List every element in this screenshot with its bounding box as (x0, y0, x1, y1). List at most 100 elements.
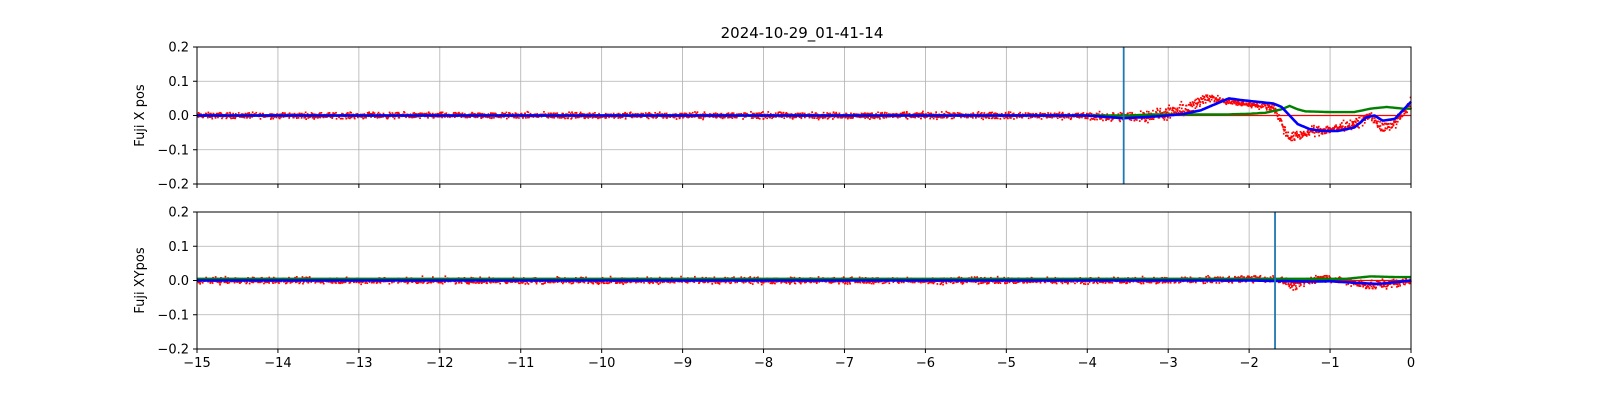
scatter-point (418, 281, 421, 283)
scatter-point (219, 111, 221, 114)
scatter-point (980, 117, 983, 119)
scatter-point (527, 283, 530, 285)
scatter-point (335, 282, 337, 284)
scatter-point (1282, 126, 1284, 128)
scatter-point (1325, 131, 1328, 134)
scatter-point (643, 281, 645, 284)
scatter-point (1380, 128, 1383, 131)
scatter-point (714, 112, 717, 115)
scatter-point (1251, 105, 1253, 108)
scatter-point (718, 281, 720, 283)
scatter-point (751, 112, 754, 115)
scatter-point (1236, 102, 1238, 104)
scatter-point (1361, 124, 1364, 127)
scatter-point (1171, 109, 1173, 112)
scatter-point (257, 281, 259, 284)
scatter-point (591, 281, 593, 284)
scatter-point (342, 281, 345, 284)
scatter-point (513, 116, 515, 119)
scatter-point (420, 281, 422, 284)
scatter-point (803, 112, 806, 115)
scatter-point (869, 112, 872, 115)
scatter-point (1111, 118, 1114, 121)
scatter-point (580, 113, 583, 115)
scatter-point (367, 113, 369, 115)
scatter-point (1096, 113, 1099, 115)
scatter-point (646, 276, 649, 278)
scatter-point (544, 282, 547, 284)
scatter-point (793, 116, 796, 119)
scatter-point (617, 112, 620, 115)
scatter-point (1265, 109, 1268, 111)
scatter-point (1354, 120, 1356, 123)
scatter-point (305, 118, 307, 120)
scatter-point (594, 116, 597, 119)
scatter-point (363, 113, 366, 115)
scatter-point (736, 116, 738, 119)
scatter-point (686, 116, 689, 118)
scatter-point (1235, 103, 1238, 106)
scatter-point (817, 276, 820, 278)
scatter-point (749, 282, 752, 284)
scatter-point (1363, 115, 1366, 118)
scatter-point (1180, 100, 1183, 103)
scatter-point (702, 117, 705, 119)
scatter-point (1231, 103, 1234, 105)
scatter-point (433, 116, 435, 119)
scatter-point (837, 116, 840, 119)
scatter-point (1312, 126, 1315, 129)
scatter-point (1244, 103, 1247, 106)
scatter-point (460, 281, 462, 283)
scatter-point (1175, 111, 1178, 114)
scatter-point (1261, 103, 1263, 106)
scatter-point (1389, 122, 1392, 125)
scatter-point (459, 113, 461, 115)
scatter-point (669, 281, 671, 284)
scatter-point (716, 113, 719, 115)
scatter-point (1131, 112, 1134, 115)
scatter-point (1399, 116, 1402, 118)
scatter-point (488, 276, 491, 279)
scatter-point (775, 281, 778, 283)
scatter-point (331, 117, 334, 119)
scatter-point (1200, 97, 1202, 99)
scatter-point (1210, 96, 1213, 98)
scatter-point (579, 281, 582, 283)
scatter-point (1319, 127, 1322, 130)
scatter-point (685, 281, 687, 283)
scatter-point (380, 116, 383, 118)
scatter-point (967, 116, 969, 119)
scatter-point (971, 116, 973, 118)
scatter-point (1144, 120, 1146, 123)
scatter-point (419, 113, 422, 115)
scatter-point (341, 112, 343, 115)
scatter-point (838, 282, 840, 285)
scatter-point (453, 112, 455, 114)
scatter-point (1333, 127, 1335, 130)
scatter-point (934, 116, 936, 118)
scatter-point (1391, 126, 1393, 128)
scatter-point (671, 281, 673, 283)
scatter-point (445, 112, 448, 115)
scatter-point (877, 111, 879, 114)
scatter-point (350, 116, 353, 119)
scatter-point (242, 113, 244, 115)
scatter-point (703, 111, 706, 113)
scatter-point (577, 281, 580, 284)
scatter-point (983, 112, 986, 114)
scatter-point (241, 116, 243, 118)
scatter-point (703, 113, 706, 115)
scatter-point (720, 112, 723, 115)
scatter-point (800, 282, 802, 285)
scatter-point (1357, 120, 1359, 122)
scatter-point (1213, 100, 1216, 103)
scatter-point (1340, 126, 1342, 128)
scatter-point (431, 112, 434, 115)
scatter-point (1081, 116, 1083, 119)
scatter-point (361, 281, 364, 284)
scatter-point (666, 117, 668, 119)
scatter-point (478, 282, 480, 284)
scatter-point (782, 111, 785, 114)
scatter-point (625, 281, 628, 283)
scatter-point (647, 281, 650, 284)
